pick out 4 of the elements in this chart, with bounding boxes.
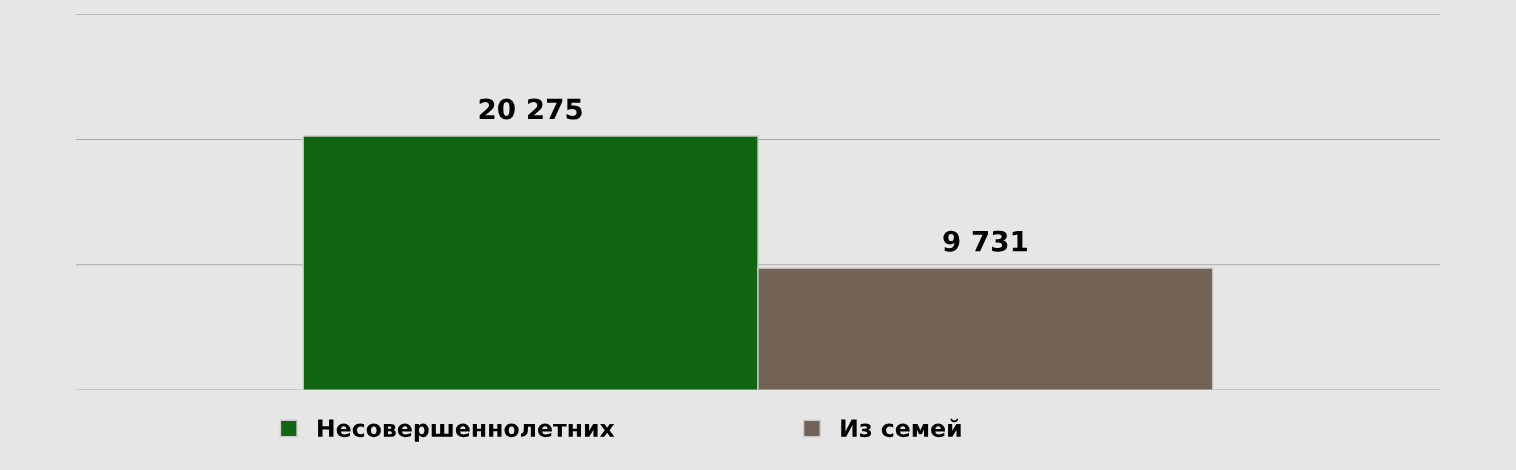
data-label: 9 731 <box>943 230 1027 252</box>
legend-label: Из семей <box>841 418 961 438</box>
legend-label: Несовершеннолетних <box>318 419 615 442</box>
data-label: 20 275 <box>479 98 582 120</box>
